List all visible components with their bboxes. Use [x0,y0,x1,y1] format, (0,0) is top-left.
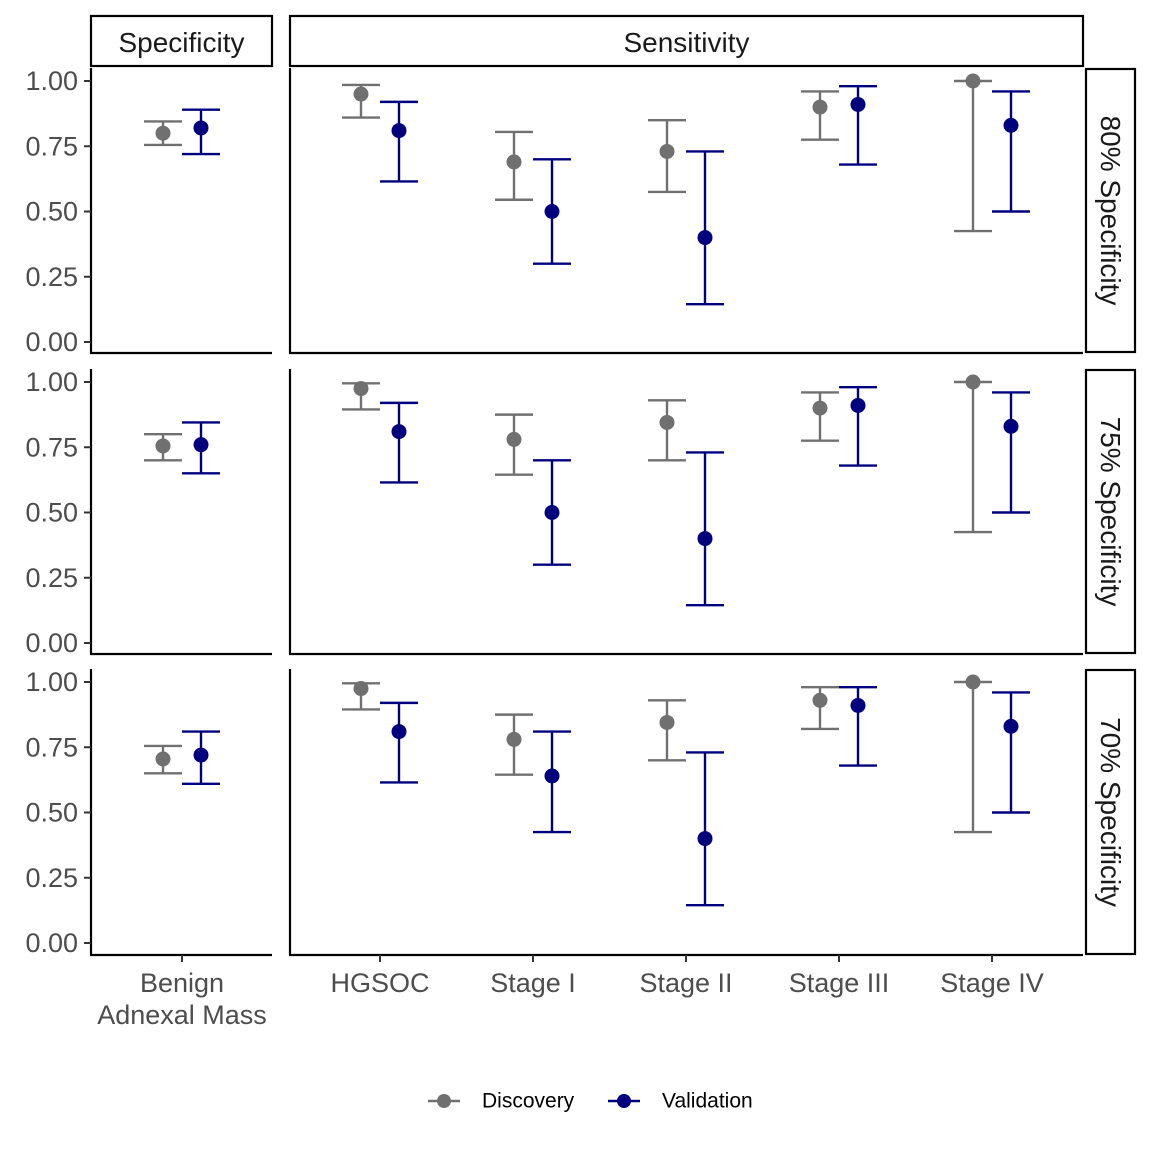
point-validation-benign-adnexal-mass [193,437,209,453]
panel-80-specificity-sensitivity [288,68,1083,355]
point-validation-benign-adnexal-mass [193,120,209,136]
row-strip-80-specificity [1084,67,1137,354]
x-category-label-line: Benign [140,968,224,998]
y-tick-label: 0.00 [25,928,78,958]
point-discovery-stage-iii [812,99,828,115]
point-discovery-stage-ii [659,143,675,159]
legend-label-discovery: Discovery [482,1090,575,1113]
point-discovery-stage-ii [659,414,675,430]
point-discovery-stage-i [506,154,522,170]
panel-70-specificity-specificity [89,669,272,957]
facet-strip-label-specificity: Specificity [118,27,244,58]
point-discovery-benign-adnexal-mass [155,125,171,141]
legend-key-point [437,1094,451,1108]
point-discovery-stage-iii [812,692,828,708]
point-validation-stage-iii [850,96,866,112]
point-validation-stage-iv [1003,418,1019,434]
x-category-label-line: Stage II [639,968,732,998]
point-validation-hgsoc [391,424,407,440]
point-discovery-benign-adnexal-mass [155,751,171,767]
point-validation-stage-iv [1003,718,1019,734]
point-validation-stage-iv [1003,117,1019,133]
point-validation-stage-ii [697,531,713,547]
point-discovery-stage-i [506,431,522,447]
row-strip-label-75-specificity: 75% Specificity [1095,417,1126,607]
x-category-label-stage-i: Stage I [490,968,576,998]
legend-key-point [617,1094,631,1108]
x-category-label-benign-adnexal-mass: Benign Adnexal Mass [97,968,267,1030]
point-validation-stage-iii [850,697,866,713]
point-discovery-stage-iv [965,374,981,390]
x-category-label-stage-ii: Stage II [639,968,732,998]
point-validation-benign-adnexal-mass [193,747,209,763]
row-strip-label-80-specificity: 80% Specificity [1095,116,1126,306]
x-category-label-line: Stage I [490,968,576,998]
panel-70-specificity-sensitivity [288,669,1083,957]
strips-layer: Specificity Sensitivity 80% Specificity 75%… [89,14,1137,956]
y-tick-label: 0.75 [25,732,78,762]
x-category-label-hgsoc: HGSOC [330,968,429,998]
y-tick-label: 0.25 [25,563,78,593]
point-discovery-stage-i [506,731,522,747]
panel-75-specificity-specificity [89,369,272,656]
point-validation-stage-i [544,768,560,784]
panel-75-specificity-sensitivity [288,369,1083,656]
y-tick-label: 0.75 [25,432,78,462]
point-validation-stage-i [544,505,560,520]
legend: Discovery Validation [428,1090,753,1113]
x-category-label-stage-iv: Stage IV [940,968,1044,998]
y-tick-label: 0.00 [25,327,78,357]
y-tick-label: 0.50 [25,498,78,528]
point-validation-stage-i [544,204,560,219]
x-category-label-line: Stage III [789,968,890,998]
point-discovery-stage-ii [659,714,675,730]
x-category-label-line: Stage IV [940,968,1044,998]
point-discovery-stage-iv [965,73,981,89]
panel-80-specificity-specificity [89,68,272,355]
y-tick-label: 0.00 [25,628,78,658]
point-validation-stage-ii [697,831,713,847]
point-discovery-stage-iv [965,674,981,690]
y-tick-label: 1.00 [25,367,78,397]
point-validation-stage-iii [850,397,866,413]
y-tick-label: 0.50 [25,197,78,227]
y-tick-label: 0.25 [25,863,78,893]
point-discovery-benign-adnexal-mass [155,438,171,454]
y-tick-label: 0.50 [25,798,78,828]
point-discovery-hgsoc [353,381,369,397]
panels-layer: 0.00 0.25 0.50 0.75 1.00 0.00 0.25 0.50 0.75 1.00… [25,66,1083,1030]
point-discovery-stage-iii [812,400,828,416]
point-discovery-hgsoc [353,86,369,102]
y-tick-label: 0.75 [25,131,78,161]
y-tick-label: 1.00 [25,667,78,697]
legend-label-validation: Validation [662,1090,753,1113]
legend-item-discovery: Discovery [428,1090,575,1113]
x-category-label-line: HGSOC [330,968,429,998]
facet-strip-specificity [89,14,274,68]
x-category-label-line: Adnexal Mass [97,1000,267,1030]
facet-strip-sensitivity [288,14,1085,68]
point-validation-hgsoc [391,123,407,139]
facet-strip-label-sensitivity: Sensitivity [623,27,749,58]
point-validation-hgsoc [391,724,407,740]
point-discovery-hgsoc [353,681,369,697]
y-tick-label: 0.25 [25,262,78,292]
y-tick-label: 1.00 [25,66,78,96]
legend-item-validation: Validation [608,1090,753,1113]
row-strip-label-70-specificity: 70% Specificity [1095,717,1126,907]
x-category-label-stage-iii: Stage III [789,968,890,998]
row-strip-75-specificity [1084,368,1137,655]
point-validation-stage-ii [697,230,713,246]
row-strip-70-specificity [1084,668,1137,956]
